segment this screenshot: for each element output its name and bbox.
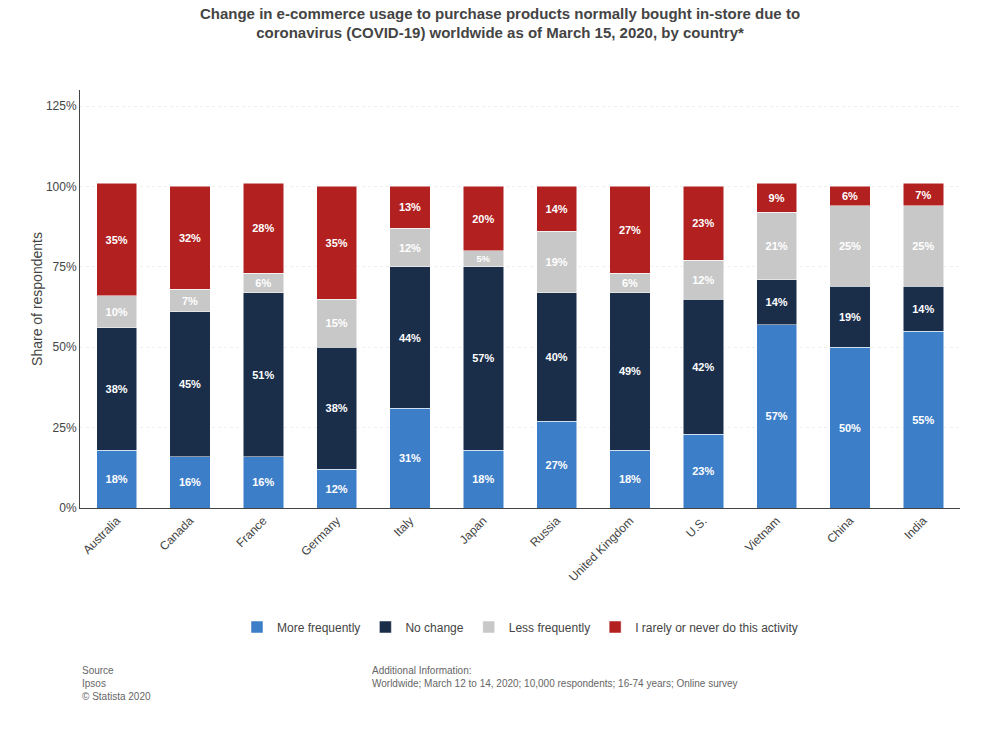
svg-text:57%: 57% bbox=[472, 352, 494, 364]
svg-text:25%: 25% bbox=[912, 240, 934, 252]
svg-text:125%: 125% bbox=[46, 99, 77, 113]
svg-text:Italy: Italy bbox=[391, 514, 416, 539]
svg-text:18%: 18% bbox=[472, 473, 494, 485]
svg-text:Canada: Canada bbox=[157, 514, 197, 554]
svg-text:27%: 27% bbox=[619, 224, 641, 236]
svg-text:Japan: Japan bbox=[457, 514, 490, 547]
svg-text:China: China bbox=[824, 514, 856, 546]
svg-text:6%: 6% bbox=[255, 277, 271, 289]
svg-text:6%: 6% bbox=[842, 190, 858, 202]
svg-text:31%: 31% bbox=[399, 452, 421, 464]
svg-text:51%: 51% bbox=[252, 369, 274, 381]
svg-text:14%: 14% bbox=[912, 303, 934, 315]
svg-text:100%: 100% bbox=[46, 180, 77, 194]
svg-text:Australia: Australia bbox=[80, 514, 123, 557]
svg-text:Additional Information:Worldwi: Additional Information:Worldwide; March … bbox=[372, 665, 738, 689]
svg-text:9%: 9% bbox=[769, 192, 785, 204]
svg-text:SourceIpsos© Statista 2020: SourceIpsos© Statista 2020 bbox=[82, 665, 151, 702]
svg-text:14%: 14% bbox=[766, 296, 788, 308]
svg-text:75%: 75% bbox=[53, 260, 77, 274]
svg-text:28%: 28% bbox=[252, 222, 274, 234]
svg-text:7%: 7% bbox=[915, 189, 931, 201]
svg-text:France: France bbox=[233, 514, 270, 551]
svg-text:25%: 25% bbox=[839, 240, 861, 252]
svg-text:25%: 25% bbox=[53, 421, 77, 435]
svg-text:45%: 45% bbox=[179, 378, 201, 390]
svg-text:15%: 15% bbox=[326, 317, 348, 329]
svg-text:19%: 19% bbox=[546, 256, 568, 268]
svg-text:38%: 38% bbox=[326, 402, 348, 414]
svg-text:27%: 27% bbox=[546, 459, 568, 471]
svg-text:13%: 13% bbox=[399, 201, 421, 213]
svg-text:No change: No change bbox=[405, 621, 463, 635]
svg-text:United Kingdom: United Kingdom bbox=[566, 514, 636, 584]
svg-text:50%: 50% bbox=[839, 422, 861, 434]
svg-text:35%: 35% bbox=[326, 237, 348, 249]
svg-text:55%: 55% bbox=[912, 414, 934, 426]
svg-text:5%: 5% bbox=[477, 254, 490, 264]
svg-text:42%: 42% bbox=[692, 361, 714, 373]
svg-text:21%: 21% bbox=[766, 240, 788, 252]
svg-text:23%: 23% bbox=[692, 465, 714, 477]
svg-text:12%: 12% bbox=[692, 274, 714, 286]
svg-text:6%: 6% bbox=[622, 277, 638, 289]
svg-text:7%: 7% bbox=[182, 295, 198, 307]
svg-text:Less frequently: Less frequently bbox=[509, 621, 590, 635]
svg-text:20%: 20% bbox=[472, 213, 494, 225]
svg-text:16%: 16% bbox=[179, 476, 201, 488]
svg-text:Share of respondents: Share of respondents bbox=[29, 232, 45, 366]
svg-text:18%: 18% bbox=[619, 473, 641, 485]
svg-text:40%: 40% bbox=[546, 351, 568, 363]
svg-text:19%: 19% bbox=[839, 311, 861, 323]
svg-text:Change in e-commerce usage to: Change in e-commerce usage to purchase p… bbox=[200, 5, 800, 42]
svg-text:Vietnam: Vietnam bbox=[742, 514, 783, 555]
svg-text:49%: 49% bbox=[619, 365, 641, 377]
svg-text:38%: 38% bbox=[106, 383, 128, 395]
svg-text:57%: 57% bbox=[766, 410, 788, 422]
svg-text:18%: 18% bbox=[106, 473, 128, 485]
svg-text:More frequently: More frequently bbox=[277, 621, 360, 635]
svg-text:U.S.: U.S. bbox=[683, 514, 709, 540]
svg-text:12%: 12% bbox=[326, 483, 348, 495]
svg-text:50%: 50% bbox=[53, 340, 77, 354]
svg-text:23%: 23% bbox=[692, 217, 714, 229]
svg-text:44%: 44% bbox=[399, 332, 421, 344]
svg-text:Russia: Russia bbox=[527, 514, 563, 550]
svg-text:I rarely or never do this acti: I rarely or never do this activity bbox=[635, 621, 798, 635]
svg-text:35%: 35% bbox=[106, 234, 128, 246]
svg-text:16%: 16% bbox=[252, 476, 274, 488]
svg-text:32%: 32% bbox=[179, 232, 201, 244]
svg-text:India: India bbox=[901, 514, 930, 543]
svg-text:0%: 0% bbox=[59, 501, 77, 515]
svg-text:14%: 14% bbox=[546, 203, 568, 215]
svg-text:12%: 12% bbox=[399, 242, 421, 254]
svg-text:10%: 10% bbox=[106, 306, 128, 318]
svg-text:Germany: Germany bbox=[298, 514, 343, 559]
